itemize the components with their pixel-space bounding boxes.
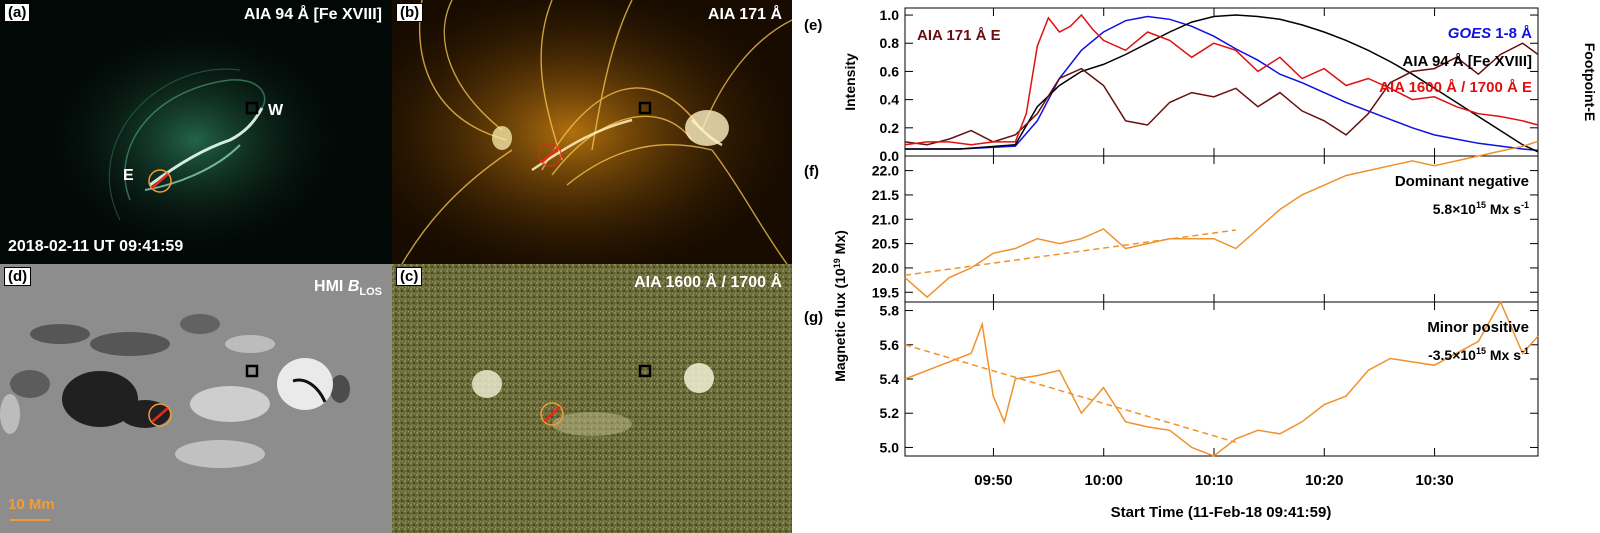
series-line <box>904 140 1539 299</box>
panel-title-c: AIA 1600 Å / 1700 Å <box>634 274 782 291</box>
panel-tag-c: (c) <box>396 267 423 286</box>
xlabel: Start Time (11-Feb-18 09:41:59) <box>1111 504 1332 521</box>
plot-tag-f: (f) <box>804 163 819 180</box>
ytick-label: 5.8 <box>880 303 900 319</box>
aia94-image <box>45 25 345 255</box>
right-label-footpoint: Footpoint-E <box>1582 43 1598 122</box>
panel-c-aia1600: (c) AIA 1600 Å / 1700 Å <box>392 264 792 533</box>
ytick-label: 21.0 <box>872 211 899 227</box>
footpoint-e-circle <box>148 169 172 193</box>
ytick-label: 0.0 <box>880 148 900 164</box>
ytick-label: 0.6 <box>880 63 900 79</box>
hmi-title-text: HMI <box>314 278 348 295</box>
series-line <box>905 15 1539 152</box>
panel-tag-b: (b) <box>396 3 424 22</box>
panel-a-aia94: (a) AIA 94 Å [Fe XVIII] E W 2018-02-11 U… <box>0 0 392 264</box>
ylabel-flux: Magnetic flux (1019 Mx) <box>832 230 848 382</box>
time-series-plot: 0.0 0.2 0.4 0.6 0.8 1.0 19.5 20.0 20.5 21.0 21.5 22… <box>804 7 1598 521</box>
panel-b-aia171: (b) AIA 171 Å <box>392 0 792 264</box>
ytick-label: 19.5 <box>872 284 899 300</box>
fit-line <box>904 344 1237 444</box>
panel-tag-d: (d) <box>4 267 32 286</box>
ytick-label: 0.4 <box>880 92 900 108</box>
ytick-label: 22.0 <box>872 163 899 179</box>
ytick-label: 5.0 <box>880 439 900 455</box>
scale-label: 10 Mm <box>8 496 55 513</box>
ytick-label: 0.8 <box>880 35 900 51</box>
ylabel-intensity: Intensity <box>842 53 858 111</box>
f-note-title: Dominant negative <box>1395 173 1529 190</box>
g-note-title: Minor positive <box>1427 319 1529 336</box>
legend-aia94: AIA 94 Å [Fe XVIII] <box>1403 53 1532 70</box>
ytick-label: 0.2 <box>880 120 900 136</box>
plot-tag-e: (e) <box>804 17 822 34</box>
panel-title-d: HMI BLOS <box>314 278 382 298</box>
fit-line <box>904 229 1236 276</box>
legend-aia171: AIA 171 Å E <box>917 27 1001 44</box>
hmi-title-sub: LOS <box>359 286 382 299</box>
legend-goes: GOES 1-8 Å <box>1448 25 1532 42</box>
legend-aia1600: AIA 1600 Å / 1700 Å E <box>1379 79 1532 96</box>
xtick-label: 10:20 <box>1305 472 1343 489</box>
ytick-label: 5.2 <box>880 405 900 421</box>
panel-title-b: AIA 171 Å <box>707 6 782 23</box>
footpoint-w-box <box>245 101 259 115</box>
panel-title-a: AIA 94 Å [Fe XVIII] <box>243 6 382 23</box>
timestamp: 2018-02-11 UT 09:41:59 <box>8 238 184 255</box>
aia1600-image <box>392 264 792 533</box>
hmi-title-b: B <box>347 278 360 295</box>
xtick-label: 10:00 <box>1085 472 1123 489</box>
panel-d-hmi: (d) HMI BLOS 10 Mm <box>0 264 392 533</box>
ytick-label: 21.5 <box>872 187 899 203</box>
aia171-image <box>392 0 792 264</box>
f-note-rate: 5.8×1015 Mx s-1 <box>1433 200 1529 217</box>
xtick-label: 10:10 <box>1195 472 1233 489</box>
g-note-rate: -3.5×1015 Mx s-1 <box>1428 346 1529 363</box>
ytick-label: 20.5 <box>872 236 899 252</box>
series-line <box>905 14 1539 153</box>
ytick-label: 5.6 <box>880 337 900 353</box>
label-w: W <box>268 102 284 119</box>
panel-tag-a: (a) <box>4 3 31 22</box>
ytick-label: 20.0 <box>872 260 899 276</box>
hmi-magnetogram <box>0 314 350 521</box>
ytick-label: 1.0 <box>880 7 900 23</box>
xtick-label: 10:30 <box>1415 472 1453 489</box>
plot-tag-g: (g) <box>804 309 823 326</box>
series-line <box>904 300 1539 457</box>
label-e: E <box>123 167 134 184</box>
series-line <box>904 42 1539 146</box>
series-line <box>904 13 1539 146</box>
xtick-label: 09:50 <box>974 472 1012 489</box>
ytick-label: 5.4 <box>880 371 900 387</box>
